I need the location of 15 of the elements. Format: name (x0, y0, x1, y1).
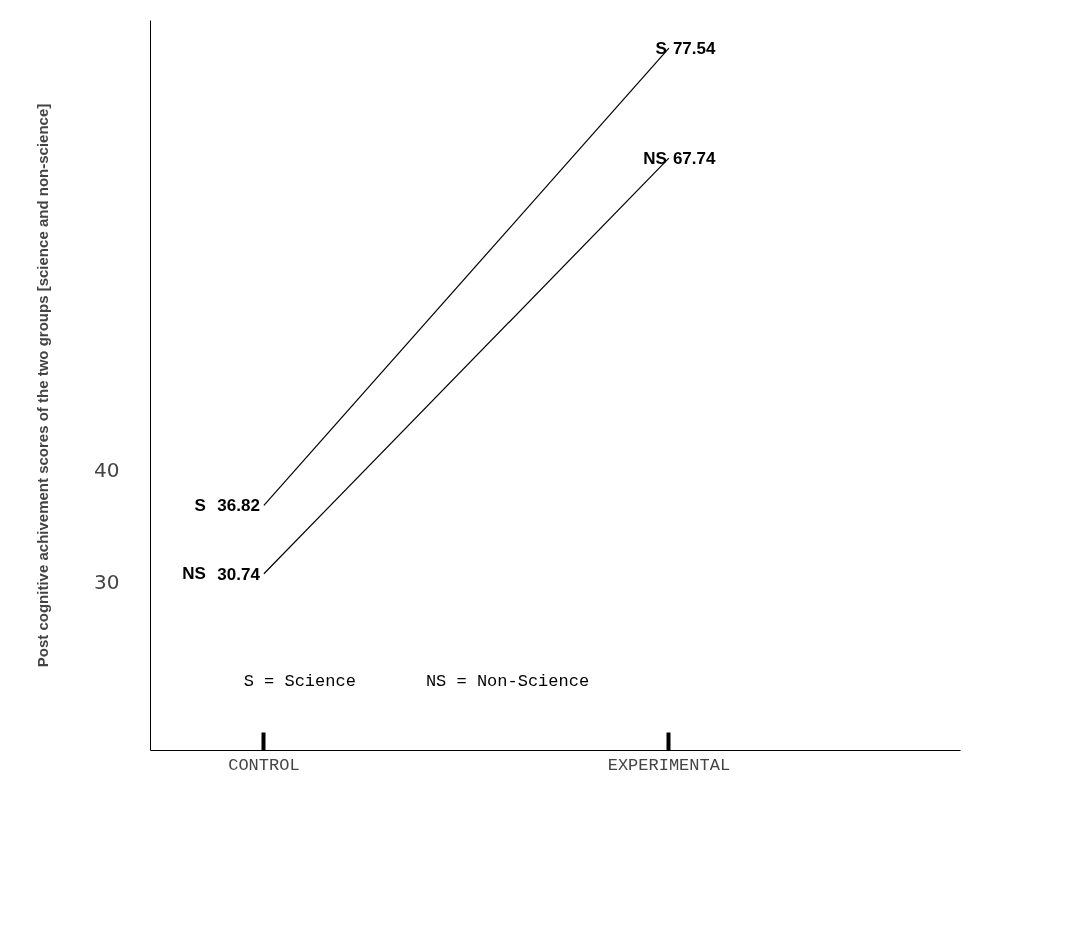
series-label: S (655, 38, 667, 58)
x-tick-label: EXPERIMENTAL (607, 755, 731, 775)
text: S (194, 495, 206, 515)
data-label: 77.54 (672, 39, 716, 59)
x-tick-label: CONTROL (228, 755, 300, 775)
annotation: S = Science (243, 671, 356, 691)
y-tick-label: 40 (94, 457, 120, 482)
y-tick-label: 30 (94, 570, 120, 595)
y-axis-title: Post cognitive achivement scores of the two groups [science and non-science] (34, 103, 52, 668)
data-label: 30.74 (217, 564, 261, 584)
annotation: NS = Non-Science (425, 671, 590, 691)
text: NS (182, 564, 206, 584)
data-label: 67.74 (672, 149, 716, 169)
series-label: NS (643, 148, 667, 168)
data-label: 36.82 (217, 496, 260, 516)
